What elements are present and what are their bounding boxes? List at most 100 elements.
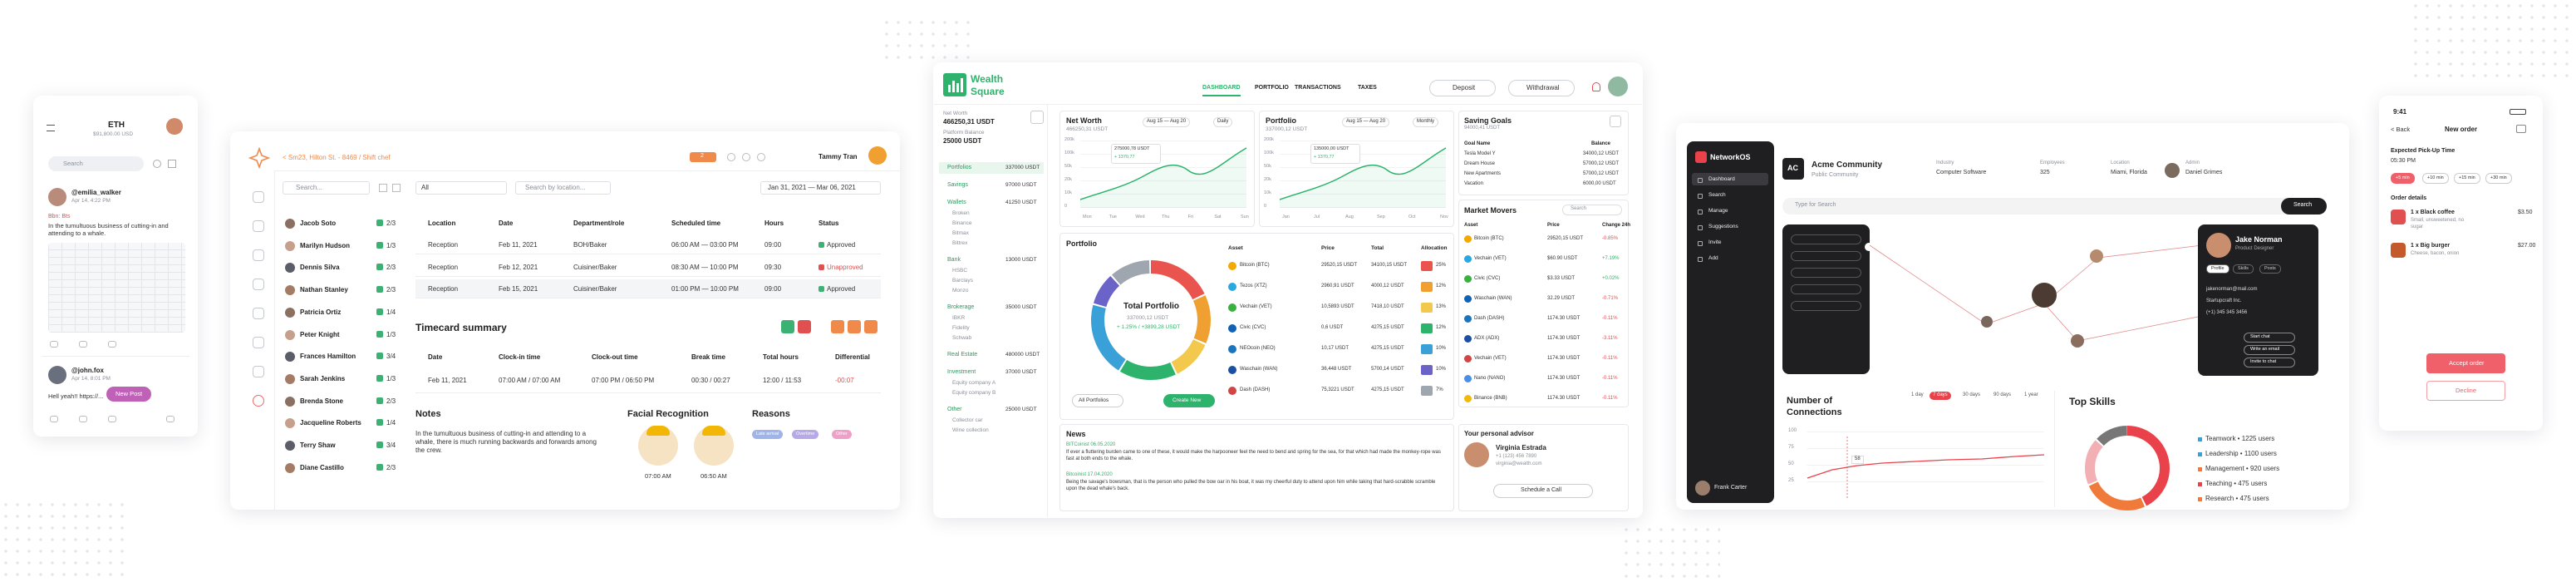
user-name[interactable]: Tammy Tran [819,153,858,160]
column-header[interactable]: Department/role [573,219,625,227]
button-label[interactable]: Schedule a Call [1521,487,1562,493]
sidebar-subitem[interactable]: Schwab [952,335,972,341]
column-header[interactable]: Status [819,219,839,227]
button-label[interactable]: All Portfolios [1079,397,1109,403]
action-button[interactable] [831,320,844,333]
column-header[interactable]: Scheduled time [671,219,721,227]
time-option[interactable]: +15 min [2454,173,2480,184]
sidebar-subitem[interactable]: Wine collection [952,427,989,433]
action-icon[interactable] [108,341,116,348]
action-icon[interactable] [166,416,175,422]
action-button[interactable] [798,320,811,333]
filter-field[interactable] [1791,301,1861,311]
reason-tag[interactable]: Overtime [792,430,819,439]
button-label[interactable]: Write an email [2250,347,2280,352]
menu-item[interactable]: Search [1708,192,1726,198]
button-label[interactable]: Search [2293,202,2313,208]
news-source[interactable]: BITCoinist 06.05.2020 [1066,442,1116,447]
menu-item[interactable]: Invite [1708,239,1722,245]
sidebar-subitem[interactable]: Bittrex [952,240,968,246]
withdrawal-button[interactable] [1508,80,1575,96]
employee-name[interactable]: Peter Knight [300,330,340,338]
employee-name[interactable]: Terry Shaw [300,441,336,449]
button-label[interactable]: Start chat [2250,334,2270,339]
button-label[interactable]: Invite to chat [2250,359,2277,364]
sidebar-subitem[interactable]: Equity company B [952,390,996,396]
sidebar-item[interactable]: Wallets [947,200,966,205]
nav-item[interactable]: DASHBOARD [1202,85,1241,91]
profile-button[interactable] [2244,333,2295,343]
accept-button[interactable] [2426,353,2505,373]
action-icon[interactable] [50,341,58,348]
employee-name[interactable]: Dennis Silva [300,264,340,272]
date-range[interactable]: Aug 15 — Aug 20 [1342,117,1390,127]
sidebar-icon[interactable] [253,337,264,348]
profile-button[interactable] [2244,358,2295,367]
view-icon[interactable] [379,184,387,192]
range-tab[interactable]: 7 days [1930,392,1951,400]
filter-field[interactable] [1791,268,1861,278]
sidebar-icon[interactable] [253,279,264,290]
filter-field[interactable] [1791,251,1861,261]
menu-item[interactable]: Manage [1708,208,1728,214]
sidebar-icon[interactable] [253,308,264,319]
new-post-label[interactable]: New Post [116,390,143,397]
community-name[interactable]: Acme Community [1812,160,1883,170]
date-range[interactable]: Aug 15 — Aug 20 [1143,117,1191,127]
filter-field[interactable] [1791,234,1861,244]
decline-button[interactable] [2426,381,2505,401]
sidebar-icon[interactable] [253,191,264,203]
profile-tab[interactable]: Skills [2233,264,2254,274]
schedule-button[interactable] [1493,484,1593,498]
deposit-button[interactable] [1429,80,1496,96]
back-button[interactable]: < Back [2391,126,2411,133]
action-button[interactable] [848,320,861,333]
menu-item[interactable]: Dashboard [1708,176,1735,182]
action-icon[interactable] [50,416,58,422]
time-option[interactable]: +5 min [2391,173,2415,184]
create-button[interactable] [1163,394,1215,407]
withdrawal-label[interactable]: Withdrawal [1526,84,1560,91]
sidebar-subitem[interactable]: Equity company A [952,380,996,386]
search-field[interactable] [283,181,370,195]
employee-name[interactable]: Jacob Soto [300,219,337,227]
action-button[interactable] [781,320,794,333]
nav-item[interactable]: PORTFOLIO [1255,85,1289,91]
search-button[interactable] [2281,198,2327,215]
range-tab[interactable]: 30 days [1963,392,1981,397]
action-icon[interactable] [108,416,116,422]
employee-name[interactable]: Nathan Stanley [300,286,348,294]
period[interactable]: Monthly [1413,117,1439,127]
sidebar-item[interactable]: Investment [947,369,976,375]
header-icon[interactable] [727,153,735,161]
sidebar-item[interactable]: Other [947,407,962,412]
sidebar-subitem[interactable]: HSBC [952,268,968,274]
sidebar-subitem[interactable]: Bitmax [952,230,969,236]
news-source[interactable]: Bitcoinist 17.04.2020 [1066,472,1113,477]
action-icon[interactable] [79,341,87,348]
breadcrumb[interactable]: < Sm23, Hilton St. - 8469 / Shift chef [283,154,391,161]
bell-icon[interactable] [1592,82,1600,91]
deposit-label[interactable]: Deposit [1453,84,1476,91]
search-field[interactable] [1562,205,1622,215]
username[interactable]: @emilia_walker [71,189,121,196]
button-label[interactable]: Accept order [2449,359,2485,367]
sidebar-item[interactable]: Bank [947,257,961,263]
sidebar-subitem[interactable]: Fidelity [952,325,970,331]
profile-tab[interactable]: Profile [2206,264,2229,274]
sidebar-item[interactable]: Portfolios [947,165,972,170]
employee-name[interactable]: Sarah Jenkins [300,374,346,382]
profile-button[interactable] [2244,345,2295,355]
username[interactable]: @john.fox [71,367,104,374]
action-button[interactable] [864,320,878,333]
range-tab[interactable]: 1 year [2024,392,2038,397]
employee-name[interactable]: Jacqueline Roberts [300,419,361,427]
reason-tag[interactable]: Late arrival [752,430,784,439]
search-field[interactable] [48,156,144,171]
sidebar-subitem[interactable]: Binance [952,220,972,226]
date-range[interactable] [760,181,881,195]
sidebar-item[interactable]: Brokerage [947,304,975,310]
column-header[interactable]: Hours [764,219,784,227]
sidebar-icon[interactable] [253,395,264,407]
button-label[interactable]: Decline [2456,387,2477,394]
